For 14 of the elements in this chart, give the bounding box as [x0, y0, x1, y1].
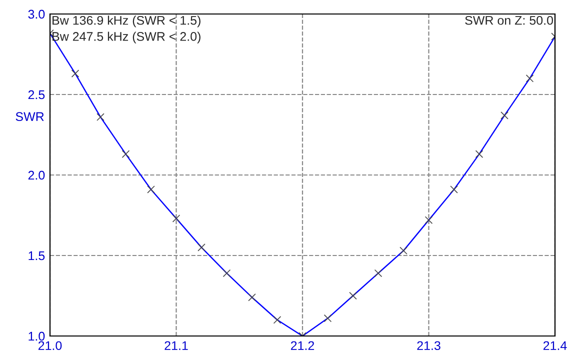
annotation: SWR on Z: 50.0 [465, 16, 553, 25]
x-tick-label: 21.0 [38, 341, 62, 350]
y-axis-title: SWR [16, 112, 44, 122]
y-tick-label: 1.0 [28, 332, 45, 341]
y-tick-label: 3.0 [28, 10, 45, 19]
x-tick-label: 21.1 [164, 341, 188, 350]
y-tick-label: 2.0 [28, 170, 45, 180]
x-tick-label: 21.4 [543, 341, 567, 350]
y-tick-label: 1.5 [28, 251, 45, 260]
x-tick-label: 21.3 [417, 341, 440, 350]
annotation: Bw 136.9 kHz (SWR < 1.5) [52, 16, 200, 28]
x-tick-label: 21.2 [290, 341, 314, 350]
y-tick-label: 2.5 [28, 90, 45, 100]
annotation: Bw 247.5 kHz (SWR < 2.0) [52, 32, 200, 44]
